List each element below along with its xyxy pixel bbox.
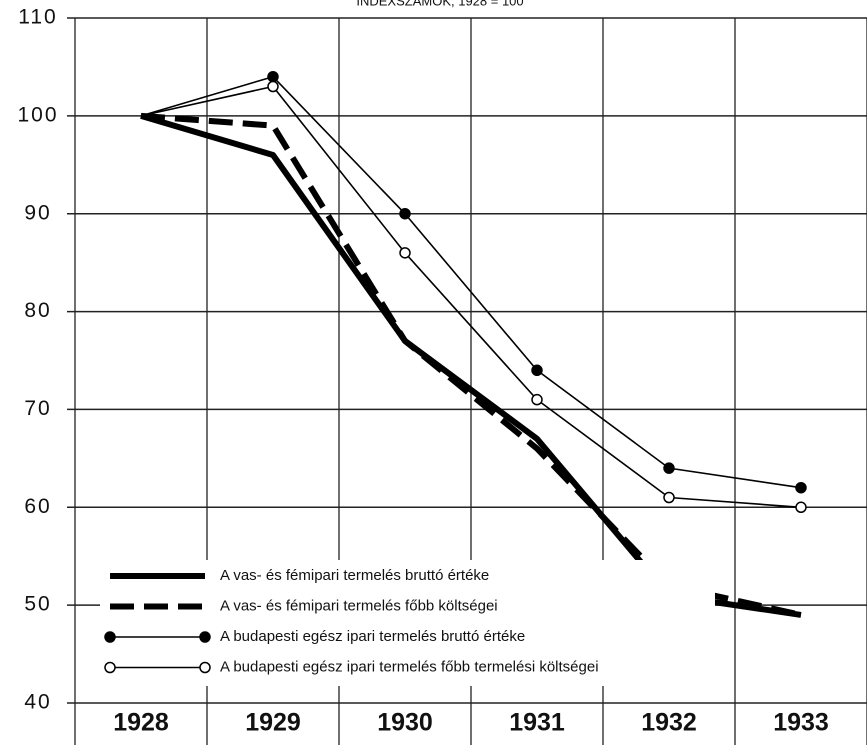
x-tick-label: 1930 — [377, 709, 433, 737]
marker — [399, 247, 411, 259]
legend-label: A budapesti egész ipari termelés főbb te… — [220, 658, 599, 675]
chart-title: INDEXSZÁMOK, 1928 = 100 — [356, 0, 523, 8]
series-line — [140, 85, 802, 509]
y-tick-label: 60 — [24, 495, 51, 518]
y-tick-label: 70 — [24, 397, 51, 420]
marker — [267, 70, 279, 83]
marker — [199, 661, 211, 674]
marker — [531, 364, 543, 377]
marker — [104, 631, 116, 643]
x-tick-label: 1928 — [113, 709, 169, 737]
y-tick-label: 40 — [24, 691, 51, 714]
x-tick-label: 1929 — [245, 709, 301, 737]
y-tick-label: 100 — [17, 103, 58, 126]
legend-label: A vas- és fémipari termelés főbb költség… — [220, 597, 498, 614]
y-tick-label: 90 — [24, 201, 51, 224]
marker — [795, 501, 807, 514]
marker — [531, 393, 543, 406]
marker — [399, 207, 411, 220]
marker — [267, 80, 279, 93]
x-tick-label: 1932 — [641, 709, 697, 737]
legend-label: A budapesti egész ipari termelés bruttó … — [220, 628, 525, 645]
y-tick-label: 110 — [18, 6, 57, 29]
y-tick-label: 50 — [24, 593, 51, 616]
x-tick-label: 1931 — [509, 709, 565, 737]
series-line — [140, 75, 802, 489]
marker — [663, 491, 675, 504]
marker — [795, 481, 807, 494]
legend-label: A vas- és fémipari termelés bruttó érték… — [220, 567, 489, 584]
marker — [199, 631, 211, 643]
y-tick-label: 80 — [24, 299, 51, 322]
marker — [663, 462, 675, 474]
marker — [104, 661, 116, 674]
x-tick-label: 1933 — [773, 709, 829, 737]
